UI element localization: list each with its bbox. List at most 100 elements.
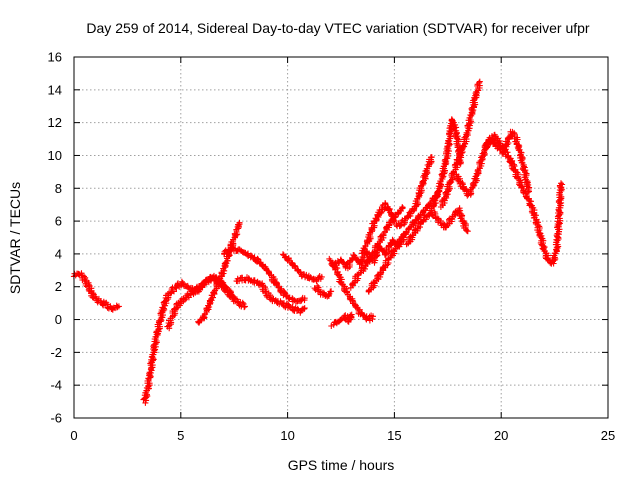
y-tick-label: 6 <box>55 214 62 229</box>
data-point <box>301 305 308 312</box>
data-point <box>318 273 325 280</box>
y-axis-label: SDTVAR / TECUs <box>7 182 23 294</box>
series-segment-22 <box>506 155 566 267</box>
data-point <box>338 316 345 323</box>
data-marks <box>70 78 566 406</box>
data-point <box>356 306 363 313</box>
data-point <box>224 257 231 264</box>
data-point <box>414 195 421 202</box>
y-tick-label: 16 <box>48 50 62 65</box>
series-segment-4 <box>164 274 238 332</box>
data-point <box>390 214 397 221</box>
data-point <box>397 222 404 229</box>
plot-frame <box>73 56 609 419</box>
data-point <box>438 171 445 178</box>
data-point <box>164 291 171 297</box>
data-point <box>374 272 381 279</box>
data-point <box>206 297 213 304</box>
data-point <box>152 346 159 353</box>
data-point <box>327 288 334 295</box>
data-point <box>360 312 367 318</box>
x-axis-label: GPS time / hours <box>288 457 395 473</box>
data-point <box>464 227 470 234</box>
data-point <box>423 165 430 172</box>
series-segment-21 <box>481 128 533 196</box>
data-point <box>251 254 258 261</box>
data-point <box>347 312 354 319</box>
y-tick-label: 10 <box>48 148 62 163</box>
data-point <box>99 301 106 308</box>
data-point <box>187 292 194 298</box>
y-tick-label: 14 <box>48 82 62 97</box>
data-point <box>370 313 376 320</box>
data-point <box>415 189 422 196</box>
y-tick-label: 12 <box>48 115 62 130</box>
axis-ticks: 0 5 10 15 20 25 -6 -4 -2 0 2 4 6 8 10 12 14 16 <box>48 50 616 444</box>
series-segment-8 <box>280 251 325 284</box>
series-segment-6 <box>221 244 308 305</box>
data-point <box>440 163 447 170</box>
data-point <box>242 249 249 256</box>
chart-title: Day 259 of 2014, Sidereal Day-to-day VTE… <box>86 20 590 36</box>
series-segment-5 <box>195 219 243 326</box>
data-point <box>236 219 243 226</box>
x-tick-label: 25 <box>601 428 615 443</box>
data-point <box>446 179 453 186</box>
data-point <box>390 218 397 225</box>
data-point <box>366 237 373 243</box>
series-segment-13 <box>347 204 406 291</box>
y-tick-label: 2 <box>55 279 62 294</box>
x-tick-label: 15 <box>387 428 401 443</box>
data-point <box>348 311 355 318</box>
data-point <box>303 271 310 278</box>
x-tick-label: 10 <box>280 428 294 443</box>
series-segment-7 <box>233 274 308 316</box>
data-point <box>239 299 246 306</box>
data-point <box>469 180 476 187</box>
data-point <box>462 224 469 231</box>
data-point <box>192 288 199 295</box>
data-point <box>173 285 180 292</box>
data-point <box>316 288 323 295</box>
series-segment-18 <box>426 116 465 217</box>
y-tick-label: -6 <box>50 411 62 426</box>
data-point <box>459 143 466 150</box>
data-point <box>334 271 341 278</box>
x-tick-label: 5 <box>177 428 184 443</box>
series-segment-2 <box>140 273 214 406</box>
data-point <box>97 298 104 305</box>
data-point <box>492 140 499 147</box>
data-point <box>241 303 248 310</box>
data-point <box>456 151 463 158</box>
data-point <box>472 173 479 180</box>
data-point <box>399 205 406 211</box>
data-point <box>461 219 468 226</box>
series-segment-11 <box>328 311 355 329</box>
data-point <box>226 248 233 255</box>
y-tick-label: 0 <box>55 312 62 327</box>
data-point <box>213 274 220 280</box>
data-point <box>259 263 266 270</box>
y-tick-label: -2 <box>50 345 62 360</box>
data-point <box>399 204 406 211</box>
data-point <box>146 369 153 376</box>
data-point <box>391 218 398 225</box>
series-segment-16 <box>393 154 435 230</box>
data-point <box>417 224 423 231</box>
x-tick-label: 20 <box>494 428 508 443</box>
data-point <box>464 192 471 199</box>
data-point <box>428 205 435 212</box>
data-point <box>443 223 450 230</box>
data-point <box>289 303 296 310</box>
data-point <box>221 260 228 267</box>
data-point <box>81 273 87 280</box>
data-point <box>380 247 387 254</box>
series-segment-1 <box>70 270 122 313</box>
data-point <box>476 79 483 86</box>
data-point <box>544 256 551 263</box>
data-point <box>325 291 332 298</box>
data-point <box>102 300 109 307</box>
grid <box>74 57 608 418</box>
data-point <box>476 78 483 85</box>
series-segment-10 <box>326 255 376 324</box>
